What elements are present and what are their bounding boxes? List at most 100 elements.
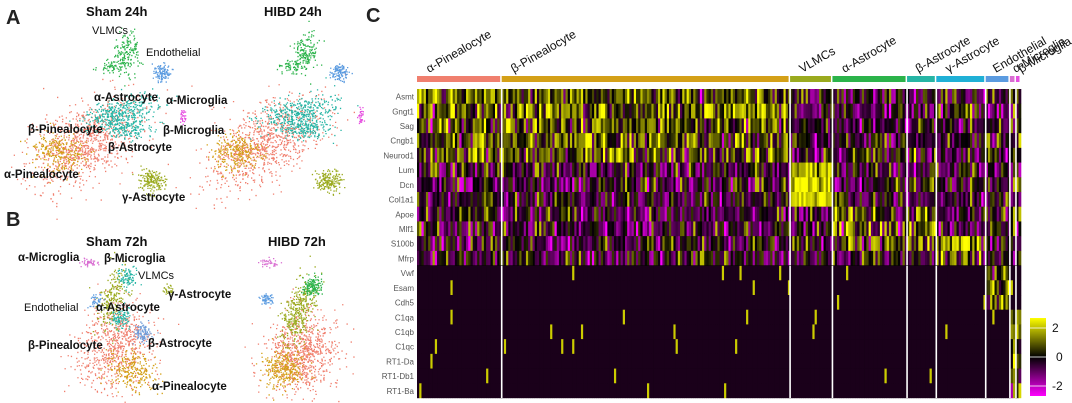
cluster-bar-2 [790, 76, 831, 82]
gene-label-vwf: Vwf [401, 269, 415, 278]
heatmap-cluster-block-6 [985, 89, 1011, 399]
label-a-beta-pinealocyte: β-Pinealocyte [28, 124, 103, 136]
umap-cluster-alpha-astrocyte [109, 302, 131, 332]
heatmap-cluster-bars [417, 76, 1020, 82]
gene-label-gngt1: Gngt1 [392, 107, 414, 116]
umap-title-hibd-24h: HIBD 24h [264, 4, 322, 19]
umap-cluster-h72-vlmcs [301, 272, 324, 300]
heatmap-cluster-block-1 [501, 89, 791, 399]
heatmap-separators [417, 89, 1021, 398]
gene-label-rt1-db1: RT1-Db1 [382, 372, 415, 381]
gene-label-c1qa: C1qa [395, 313, 415, 322]
umap-cluster-vlmcs [289, 20, 325, 85]
gene-label-mfrp: Mfrp [398, 255, 415, 264]
cluster-bar-8 [1015, 76, 1020, 82]
label-b-gamma-astrocyte: γ-Astrocyte [168, 289, 231, 301]
umap-title-sham-24h: Sham 24h [86, 4, 147, 19]
cluster-bar-6 [985, 76, 1009, 82]
label-b-endothelial: Endothelial [24, 302, 78, 314]
label-a-beta-astrocyte: β-Astrocyte [108, 142, 172, 154]
umap-cluster-microglia [357, 106, 366, 125]
label-a-alpha-astrocyte: α-Astrocyte [94, 92, 158, 104]
heatmap-cluster-block-2 [790, 89, 833, 399]
label-a-vlmcs: VLMCs [92, 25, 129, 37]
column-label-1: β-Pinealocyte [508, 27, 578, 76]
gene-label-rt1-ba: RT1-Ba [387, 387, 415, 396]
cluster-bar-0 [417, 76, 501, 82]
umap-cluster-vlmcs [117, 264, 142, 293]
heatmap-cluster-block-5 [936, 89, 987, 399]
panel-letter-b: B [6, 209, 20, 231]
umap-cluster-microglia [180, 110, 187, 126]
heatmap-cluster-block-7 [1009, 89, 1017, 399]
legend-tick-max: 2 [1052, 321, 1059, 335]
umap-title-sham-72h: Sham 72h [86, 234, 147, 249]
umap-cluster-beta-astrocyte [96, 113, 165, 143]
gene-label-sag: Sag [400, 122, 414, 131]
label-a-gamma-astrocyte: γ-Astrocyte [122, 192, 185, 204]
umap-scatter-points [11, 20, 366, 403]
umap-cluster-beta-pinealocyte [167, 73, 355, 210]
umap-cluster-endothelial [151, 62, 174, 84]
heatmap: α-Pinealocyte β-Pinealocyte VLMCs α-Astrocy… [382, 27, 1072, 399]
column-label-2: VLMCs [797, 44, 838, 76]
umap-cluster-endothelial [329, 63, 353, 84]
umap-cluster-vlmcs [113, 27, 144, 87]
umap-cluster-astrocyte-stream [89, 251, 133, 344]
umap-cluster-gamma-astrocyte [311, 168, 346, 196]
umap-cluster-h72-astro-stream [277, 255, 325, 349]
gene-label-apoe: Apoe [395, 210, 414, 219]
umap-cluster-vlmcs-b [92, 58, 126, 75]
label-b-alpha-astrocyte: α-Astrocyte [96, 302, 160, 314]
umap-cluster-microglia [71, 257, 100, 268]
label-b-alpha-pinealocyte: α-Pinealocyte [152, 381, 227, 393]
label-a-endothelial: Endothelial [146, 47, 200, 59]
label-b-vlmcs: VLMCs [138, 270, 175, 282]
gene-label-rt1-da: RT1-Da [386, 358, 414, 367]
label-b-alpha-microglia: α-Microglia [18, 252, 80, 264]
cluster-bar-4 [907, 76, 935, 82]
gene-label-esam: Esam [394, 284, 415, 293]
umap-cluster-beta-astrocyte [267, 112, 342, 144]
gene-label-neurod1: Neurod1 [383, 152, 414, 161]
umap-title-hibd-72h: HIBD 72h [268, 234, 326, 249]
label-b-beta-astrocyte: β-Astrocyte [148, 338, 212, 350]
heatmap-cluster-block-3 [832, 89, 908, 399]
heatmap-gene-labels: Asmt Gngt1 Sag Cngb1 Neurod1 Lum Dcn Col1a1 Apoe… [382, 93, 415, 396]
heatmap-cells [417, 89, 1022, 399]
gene-label-asmt: Asmt [396, 93, 415, 102]
label-a-alpha-pinealocyte: α-Pinealocyte [4, 169, 79, 181]
cluster-bar-7 [1009, 76, 1015, 82]
heatmap-column-labels: α-Pinealocyte β-Pinealocyte VLMCs α-Astrocy… [424, 27, 1072, 76]
heatmap-cluster-block-0 [417, 89, 502, 399]
heatmap-cluster-block-8 [1015, 89, 1022, 399]
gene-label-mlf1: Mlf1 [399, 225, 415, 234]
panel-letter-a: A [6, 7, 20, 29]
cluster-bar-5 [936, 76, 985, 82]
gene-label-dcn: Dcn [400, 181, 414, 190]
gene-label-cdh5: Cdh5 [395, 299, 415, 308]
column-label-3: α-Astrocyte [839, 33, 899, 76]
label-a-alpha-microglia: α-Microglia [166, 95, 228, 107]
cluster-bar-1 [501, 76, 789, 82]
umap-cluster-alpha-pinealocyte [206, 127, 268, 178]
label-b-beta-pinealocyte: β-Pinealocyte [28, 340, 103, 352]
legend-tick-mid: 0 [1056, 350, 1063, 364]
label-a-beta-microglia: β-Microglia [163, 125, 225, 137]
panel-letter-c: C [366, 5, 380, 27]
gene-label-s100b: S100b [391, 240, 415, 249]
umap-cluster-h72-endothelial [258, 293, 274, 305]
cluster-bar-3 [832, 76, 906, 82]
legend-tick-min: -2 [1052, 379, 1063, 393]
column-label-0: α-Pinealocyte [424, 27, 494, 76]
gene-label-cngb1: Cngb1 [390, 137, 414, 146]
heatmap-cluster-block-4 [907, 89, 937, 399]
umap-cluster-vlmcs-b [276, 59, 307, 75]
umap-cluster-gamma-astrocyte [132, 165, 168, 198]
label-b-beta-microglia: β-Microglia [104, 253, 166, 265]
umap-cluster-alpha-pinealocyte [98, 345, 164, 396]
umap-cluster-beta-astrocyte [132, 320, 159, 345]
umap-cluster-alpha-astrocyte [248, 77, 359, 140]
gene-label-c1qc: C1qc [395, 343, 414, 352]
